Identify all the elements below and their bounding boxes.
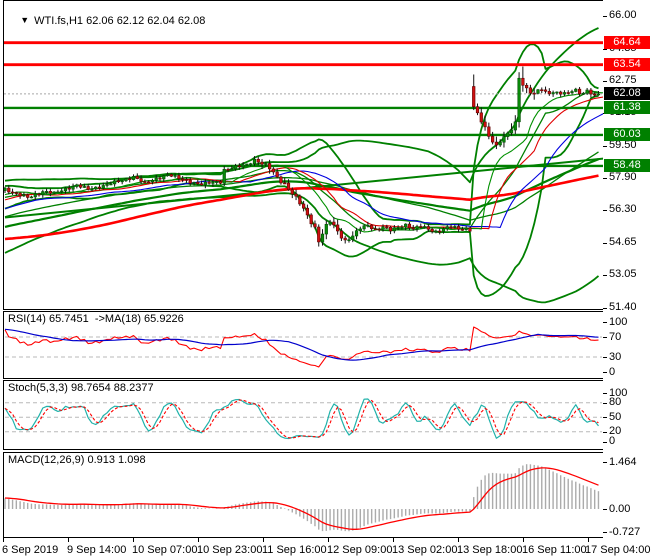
stochastic-indicator-panel: Stoch(5,3,3) 98.7654 88.2377 (3, 380, 604, 450)
axis-tick (603, 307, 607, 309)
time-axis-label: 6 Sep 2019 (2, 544, 59, 556)
stochastic-plot[interactable] (4, 381, 603, 449)
time-axis-tick (393, 538, 394, 542)
price-axis-label: 57.90 (609, 171, 637, 183)
axis-tick (603, 15, 607, 17)
rsi-label: RSI(14) 65.7451 ->MA(18) 65.9226 (8, 313, 184, 325)
time-axis-tick (198, 538, 199, 542)
time-axis-tick (328, 538, 329, 542)
symbol-dropdown-icon[interactable]: ▼ (20, 15, 30, 25)
axis-tick (603, 417, 607, 419)
axis-tick (603, 372, 607, 373)
axis-tick (603, 337, 607, 338)
price-level-badge: 58.48 (604, 159, 650, 173)
rsi-axis-label: 100 (609, 315, 628, 328)
main-chart-plot[interactable] (4, 1, 603, 309)
axis-tick (603, 441, 607, 443)
time-axis-label: 17 Sep 04:00 (585, 544, 651, 556)
price-axis[interactable]: 66.0064.3562.7561.1559.5057.9056.3054.65… (603, 0, 660, 538)
time-axis-label: 11 Sep 16:00 (262, 544, 327, 556)
current-price-badge: 62.08 (604, 87, 650, 101)
stoch-axis-label: 50 (609, 410, 622, 423)
axis-tick (603, 209, 607, 211)
price-axis-label: 56.30 (609, 203, 637, 215)
price-axis-label: 53.05 (609, 268, 637, 280)
price-level-badge: 61.38 (604, 101, 650, 115)
ohlc-quote-text: 62.06 62.12 62.04 62.08 (86, 15, 206, 27)
axis-tick (603, 393, 607, 394)
stochastic-label: Stoch(5,3,3) 98.7654 88.2377 (8, 382, 154, 394)
axis-tick (603, 274, 607, 276)
axis-tick (603, 177, 607, 179)
stoch-axis-label: 100 (609, 386, 628, 399)
time-axis[interactable]: 6 Sep 2019 9 Sep 14:00 10 Sep 07:00 10 Sep … (0, 538, 660, 560)
chart-title: ▼ WTI.fs,H1 62.06 62.12 62.04 62.08 (8, 3, 205, 39)
axis-tick (603, 431, 607, 433)
price-level-badge: 63.54 (604, 58, 650, 72)
price-axis-label: 51.40 (609, 301, 637, 313)
rsi-plot[interactable] (4, 312, 603, 378)
time-axis-label: 10 Sep 23:00 (197, 544, 263, 556)
macd-indicator-panel: MACD(12,26,9) 0.913 1.098 (3, 452, 604, 538)
price-axis-label: 59.50 (609, 139, 637, 151)
time-axis-label: 16 Sep 11:00 (522, 544, 587, 556)
time-axis-tick (3, 538, 4, 542)
time-axis-label: 13 Sep 02:00 (392, 544, 458, 556)
time-axis-label: 12 Sep 09:00 (327, 544, 393, 556)
main-price-panel (3, 0, 604, 310)
time-axis-label: 10 Sep 07:00 (132, 544, 198, 556)
time-axis-tick (523, 538, 524, 542)
axis-tick (603, 322, 607, 323)
symbol-period-label: WTI.fs,H1 (34, 15, 84, 27)
stoch-axis-label: 0 (609, 435, 616, 447)
axis-tick (603, 357, 607, 358)
axis-tick (603, 145, 607, 147)
time-axis-tick (588, 538, 589, 542)
rsi-indicator-panel: RSI(14) 65.7451 ->MA(18) 65.9226 (3, 311, 604, 379)
axis-tick (603, 532, 607, 534)
time-axis-tick (458, 538, 459, 542)
axis-tick (603, 402, 607, 404)
rsi-axis-label: 0 (609, 365, 616, 378)
time-axis-label: 9 Sep 14:00 (67, 544, 127, 556)
axis-tick (603, 242, 607, 244)
time-axis-tick (133, 538, 134, 542)
macd-axis-label: 1.464 (609, 455, 637, 468)
price-level-badge: 60.03 (604, 128, 650, 142)
price-axis-label: 62.75 (609, 74, 637, 86)
time-axis-tick (263, 538, 264, 542)
stoch-axis-label: 80 (609, 396, 622, 409)
time-axis-tick (68, 538, 69, 542)
macd-axis-label: -0.727 (609, 525, 641, 538)
time-axis-label: 13 Sep 18:00 (457, 544, 523, 556)
macd-axis-label: 0.00 (609, 502, 631, 515)
stoch-axis-label: 20 (609, 425, 622, 438)
macd-plot[interactable] (4, 453, 603, 537)
rsi-axis-label: 30 (609, 350, 622, 363)
axis-tick (603, 509, 607, 510)
macd-label: MACD(12,26,9) 0.913 1.098 (8, 454, 146, 466)
price-axis-label: 66.00 (609, 9, 637, 21)
price-axis-label: 54.65 (609, 236, 637, 248)
price-level-badge: 64.64 (604, 36, 650, 50)
axis-tick (603, 80, 607, 82)
rsi-axis-label: 70 (609, 330, 622, 343)
axis-tick (603, 462, 607, 464)
